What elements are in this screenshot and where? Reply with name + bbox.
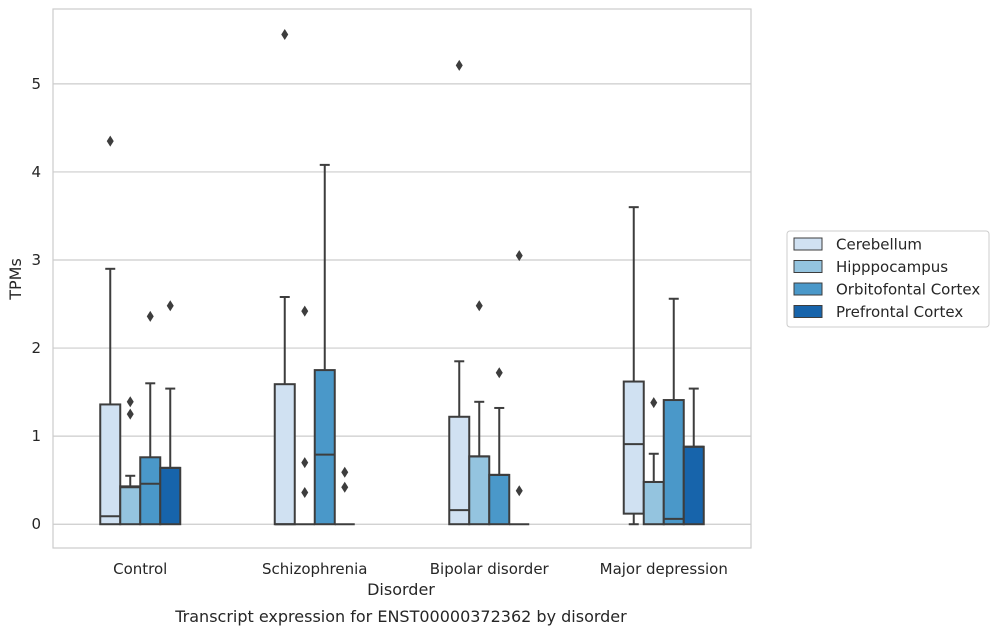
outlier-point-0 [166, 300, 174, 312]
box-3-3 [682, 387, 705, 526]
box-1-3 [642, 397, 665, 526]
box-2-0 [139, 310, 162, 526]
box-0-3 [622, 206, 645, 526]
y-tick-label-2: 2 [31, 339, 41, 357]
box-body [622, 380, 645, 515]
legend-label: Orbitofontal Cortex [836, 281, 980, 299]
x-axis-label: Disorder [367, 580, 435, 599]
x-tick-label-2: Bipolar disorder [430, 560, 550, 578]
y-tick-label-5: 5 [31, 75, 41, 93]
box-body [662, 399, 685, 526]
y-tick-label-4: 4 [31, 163, 41, 181]
boxes [99, 29, 705, 526]
box-body [313, 369, 336, 526]
y-axis-label: TPMs [6, 258, 25, 301]
outlier-point-0 [341, 481, 349, 493]
box-body [448, 415, 471, 526]
box-body [139, 456, 162, 526]
legend-item-2: Orbitofontal Cortex [793, 281, 980, 299]
legend-swatch [793, 260, 823, 273]
x-tick-label-1: Schizophrenia [262, 560, 367, 578]
legend-item-1: Hipppocampus [793, 258, 948, 276]
legend-item-3: Prefrontal Cortex [793, 303, 963, 321]
legend: Cerebellum Hipppocampus Orbitofontal Corte… [786, 230, 990, 328]
box-3-1 [334, 466, 355, 526]
legend-swatch [793, 237, 823, 251]
box-body [468, 455, 491, 526]
box-body [99, 403, 122, 526]
outlier-point-1 [301, 457, 309, 469]
outlier-point-0 [106, 135, 114, 147]
outlier-point-0 [455, 59, 463, 71]
legend-item-0: Cerebellum [793, 236, 922, 254]
box-3-0 [159, 300, 182, 526]
legend-label: Prefrontal Cortex [836, 303, 963, 321]
legend-label: Hipppocampus [836, 258, 948, 276]
x-tick-labels: Control Schizophrenia Bipolar disorder Majo… [113, 560, 728, 578]
box-0-0 [99, 135, 122, 526]
box-body [642, 480, 665, 526]
legend-swatch [793, 305, 823, 318]
x-tick-label-3: Major depression [600, 560, 728, 578]
y-tick-label-0: 0 [31, 515, 41, 533]
legend-frame [786, 230, 990, 328]
outlier-point-0 [301, 487, 309, 499]
box-2-2 [488, 367, 511, 526]
outlier-point-2 [301, 305, 309, 317]
box-body [119, 485, 142, 526]
outlier-point-0 [495, 367, 503, 379]
plot-frame [52, 8, 752, 549]
box-body [682, 445, 705, 526]
y-tick-labels: 0 1 2 3 4 5 [31, 75, 41, 533]
box-0-2 [448, 59, 471, 526]
outlier-point-0 [515, 485, 523, 497]
outlier-point-0 [146, 310, 154, 322]
x-tick-label-0: Control [113, 560, 167, 578]
outlier-point-1 [126, 396, 134, 408]
box-body [488, 473, 511, 526]
box-3-2 [509, 250, 530, 526]
y-tick-label-3: 3 [31, 251, 41, 269]
box-0-1 [273, 29, 296, 526]
outlier-point-0 [475, 300, 483, 312]
outlier-point-0 [281, 29, 289, 41]
box-1-2 [468, 300, 491, 526]
box-2-3 [662, 297, 685, 526]
box-body [273, 383, 296, 526]
legend-label: Cerebellum [836, 236, 922, 254]
box-1-0 [119, 396, 142, 526]
y-tick-label-1: 1 [31, 427, 41, 445]
outlier-point-1 [341, 466, 349, 478]
outlier-point-1 [515, 250, 523, 262]
outlier-point-0 [650, 397, 658, 409]
outlier-point-0 [126, 408, 134, 420]
legend-swatch [793, 282, 823, 296]
chart-caption: Transcript expression for ENST0000037236… [174, 607, 627, 626]
box-2-1 [313, 163, 336, 526]
box-1-1 [294, 305, 315, 526]
box-body [159, 466, 182, 526]
